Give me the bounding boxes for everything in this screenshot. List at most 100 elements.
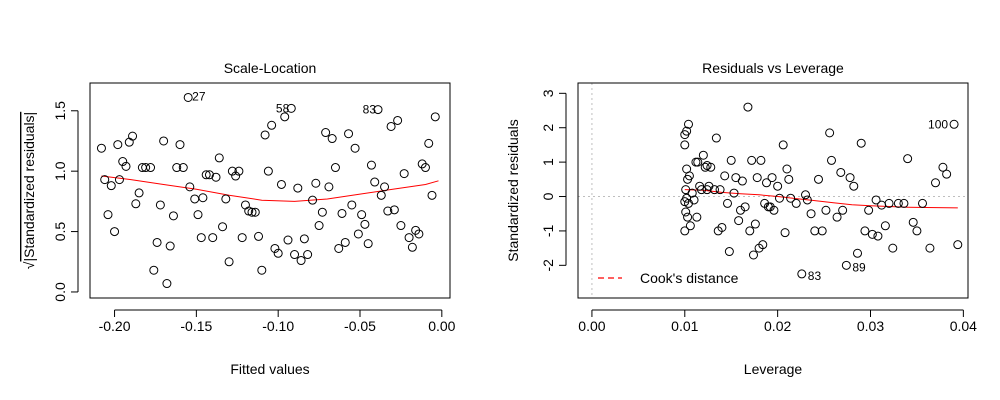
data-point (836, 167, 846, 177)
data-point (204, 170, 214, 180)
x-axis-label: Fitted values (230, 361, 309, 377)
point-label: 89 (852, 260, 866, 274)
data-point (124, 137, 134, 147)
data-point (743, 102, 753, 112)
y-tick-label: 1.5 (52, 101, 68, 121)
data-point (196, 233, 206, 243)
data-point (692, 212, 702, 222)
data-point (198, 193, 208, 203)
data-point (867, 229, 877, 239)
data-point (396, 221, 406, 231)
data-point (838, 205, 848, 215)
data-point (736, 205, 745, 215)
y-tick-label: 0.0 (52, 282, 68, 302)
x-tick-label: -0.10 (262, 318, 294, 334)
data-point (267, 120, 277, 130)
data-point (208, 233, 218, 243)
data-point (152, 237, 162, 247)
data-point (740, 202, 750, 212)
data-point (821, 205, 831, 215)
data-point (350, 143, 360, 153)
data-point (324, 182, 334, 192)
data-point (175, 140, 185, 150)
data-point (327, 134, 337, 144)
data-point (778, 140, 788, 150)
data-point (782, 164, 792, 174)
y-tick-label: -1 (540, 224, 556, 237)
data-point (884, 198, 894, 208)
data-point (925, 243, 935, 253)
data-point (784, 174, 794, 184)
x-tick-label: 0.04 (950, 318, 977, 334)
data-point (750, 219, 760, 229)
data-point (190, 194, 200, 204)
x-tick-label: 0.03 (857, 318, 884, 334)
smoother-line (684, 189, 958, 209)
data-point (308, 195, 318, 205)
chart-title: Residuals vs Leverage (702, 60, 844, 76)
data-point (155, 200, 165, 210)
chart-title: Scale-Location (224, 60, 317, 76)
data-point (134, 188, 144, 198)
y-tick-label: 0 (540, 192, 556, 200)
y-tick-label: 1 (540, 158, 556, 166)
data-point (314, 221, 324, 231)
x-tick-label: 0.02 (764, 318, 791, 334)
data-point (96, 143, 106, 153)
data-point (211, 172, 221, 182)
data-point (383, 206, 393, 216)
data-point (257, 265, 267, 275)
data-point (700, 162, 710, 172)
data-point (344, 129, 354, 139)
data-point (234, 166, 244, 176)
data-point (373, 105, 383, 115)
data-point (938, 162, 948, 172)
data-point (780, 228, 790, 238)
data-point (682, 126, 692, 136)
data-point (953, 240, 963, 250)
data-point (711, 133, 721, 143)
data-point (698, 150, 708, 160)
data-point (303, 250, 313, 260)
data-point (296, 256, 306, 266)
data-point (113, 140, 123, 150)
y-axis-label-text: |Standardized residuals| (21, 112, 37, 262)
data-point (420, 163, 430, 173)
data-point (185, 182, 195, 192)
data-point (353, 229, 363, 239)
data-point (856, 138, 866, 148)
data-point (260, 130, 270, 140)
data-point (424, 138, 434, 148)
data-point (330, 163, 340, 173)
data-point (254, 231, 264, 241)
data-point (873, 231, 883, 241)
data-point (726, 155, 736, 165)
x-tick-label: 0.01 (671, 318, 698, 334)
data-point (680, 140, 690, 150)
data-point (178, 163, 188, 173)
data-point (680, 226, 690, 236)
data-point (734, 216, 744, 226)
data-point (100, 175, 110, 185)
data-point (871, 195, 881, 205)
point-label: 100 (928, 117, 948, 131)
data-point (360, 219, 370, 229)
data-point (273, 248, 283, 258)
data-point (762, 178, 771, 188)
data-point (231, 171, 241, 181)
data-point (806, 209, 816, 219)
data-point (912, 226, 922, 236)
data-point (684, 171, 694, 181)
data-point (691, 157, 701, 167)
x-tick-label: -0.20 (99, 318, 131, 334)
data-point (389, 205, 399, 215)
data-point (745, 226, 755, 236)
data-point (817, 226, 827, 236)
smoother-line (101, 175, 439, 202)
data-point (825, 128, 835, 138)
data-point (689, 195, 699, 205)
data-point (810, 226, 820, 236)
data-point (931, 178, 940, 188)
data-point (723, 198, 732, 208)
x-tick-label: 0.00 (578, 318, 605, 334)
